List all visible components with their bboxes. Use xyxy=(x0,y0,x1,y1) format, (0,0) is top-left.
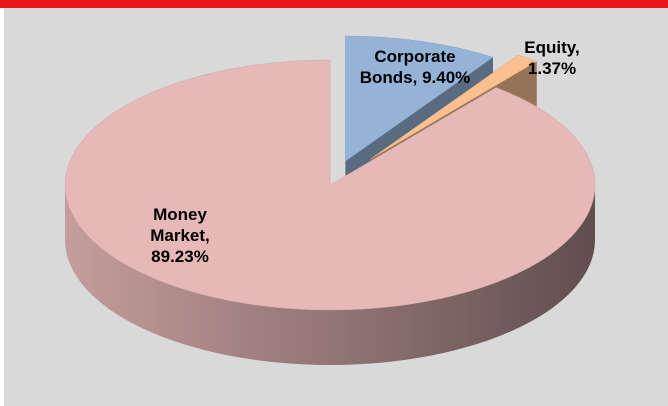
value-label: 1.37% xyxy=(527,59,577,78)
value-label: 9.40% xyxy=(422,68,471,87)
data-label: Money Market, 89.23% xyxy=(130,204,230,267)
pie-slice xyxy=(345,35,494,162)
slice-side xyxy=(65,185,595,365)
data-label: Equity, 1.37% xyxy=(512,37,592,79)
category-label: Equity, xyxy=(524,38,580,57)
data-label: Corporate Bonds, 9.40% xyxy=(355,46,475,88)
top-bar xyxy=(0,0,668,8)
category-label: Money Market, xyxy=(150,205,210,245)
category-label: Corporate Bonds, xyxy=(359,47,456,87)
value-label: 89.23% xyxy=(151,247,209,266)
pie-slice xyxy=(370,54,538,160)
pie-slice xyxy=(64,59,596,311)
